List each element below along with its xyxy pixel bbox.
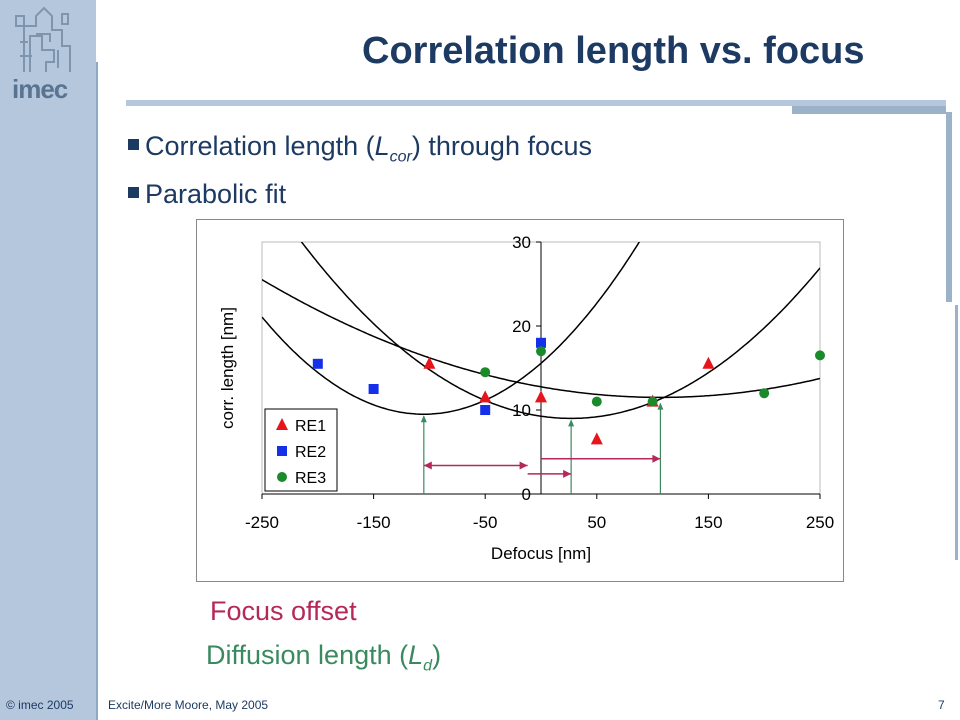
data-point-re2 <box>312 358 323 369</box>
x-axis-label: Defocus [nm] <box>491 544 591 563</box>
decor-bar-top-right <box>792 106 946 114</box>
offset-arrowhead <box>563 469 572 478</box>
x-tick-label: -150 <box>357 513 391 532</box>
title-underline <box>126 100 946 106</box>
footer-event: Excite/More Moore, May 2005 <box>108 698 269 712</box>
legend-marker-re3 <box>277 472 287 482</box>
data-point-re3 <box>759 388 770 399</box>
decor-line-right <box>955 305 958 560</box>
offset-arrowhead <box>519 461 528 470</box>
chart-axes: -250 -150 -50 50 150 250 0 10 20 30 Defocus [nm] co… <box>218 233 834 563</box>
fit-curve <box>300 242 820 420</box>
data-point-re3 <box>536 346 546 357</box>
data-point-re2 <box>536 337 546 348</box>
focus-marker-arrowhead <box>657 402 664 410</box>
bullet-square-icon <box>128 187 139 199</box>
decor-bar-right <box>946 112 952 302</box>
data-point-re3 <box>591 396 602 407</box>
x-tick-label: 50 <box>587 513 606 532</box>
bullet-text: Correlation length ( <box>145 131 375 161</box>
data-point-re1 <box>535 390 547 403</box>
fit-curve <box>262 278 820 399</box>
logo-text: imec <box>12 74 68 104</box>
legend-label: RE2 <box>295 444 326 461</box>
focus-marker-arrowhead <box>420 415 427 423</box>
y-axis-label: corr. length [nm] <box>218 307 237 429</box>
data-point-re3 <box>815 350 825 361</box>
focus-offset-label: Focus offset <box>210 596 357 626</box>
data-point-re2 <box>368 384 379 394</box>
y-tick-label: 30 <box>512 233 531 252</box>
chart-arrows <box>420 402 664 494</box>
data-point-re2 <box>480 405 491 415</box>
footer-page-number: 7 <box>938 698 945 712</box>
bullet-variable: L <box>374 131 390 161</box>
legend-marker-re2 <box>277 446 287 456</box>
diffusion-length-label: Diffusion length (Ld) <box>206 640 441 675</box>
diffusion-text-end: ) <box>432 640 442 670</box>
diffusion-text: Diffusion length ( <box>206 640 409 670</box>
x-tick-label: -50 <box>473 513 498 532</box>
chart-fit-curves <box>262 242 820 420</box>
bullet-item-parabolic: Parabolic fit <box>128 179 286 210</box>
chart-frame <box>196 219 844 582</box>
fit-curve <box>262 242 641 415</box>
data-point-re3 <box>480 367 491 378</box>
y-tick-label: 10 <box>512 401 531 420</box>
legend-marker-re1 <box>276 418 288 430</box>
diffusion-variable: L <box>408 640 424 670</box>
footer-copyright: © imec 2005 <box>6 698 74 712</box>
diffusion-subscript: d <box>423 657 433 675</box>
legend-label: RE1 <box>295 418 326 435</box>
bullet-subscript: cor <box>389 148 412 166</box>
data-point-re1 <box>702 356 715 369</box>
focus-marker-arrowhead <box>568 419 575 427</box>
y-tick-label: 20 <box>512 317 531 336</box>
data-point-re3 <box>647 396 658 407</box>
offset-arrowhead <box>423 461 432 470</box>
legend-label: RE3 <box>295 470 326 487</box>
bullet-item-correlation: Correlation length (Lcor) through focus <box>128 131 592 166</box>
data-point-re1 <box>423 356 436 369</box>
chart-legend: RE1 RE2 RE3 <box>264 408 338 492</box>
bullet-square-icon <box>128 139 139 151</box>
x-tick-label: 150 <box>694 513 722 532</box>
x-tick-label: 250 <box>806 513 834 532</box>
page-title: Correlation length vs. focus <box>362 30 865 72</box>
imec-logo-icon <box>15 6 71 72</box>
data-point-re1 <box>479 390 492 403</box>
sidebar-divider <box>96 62 98 720</box>
chart-points <box>312 337 825 445</box>
y-tick-label: 0 <box>522 485 531 504</box>
offset-arrowhead <box>652 454 661 463</box>
data-point-re1 <box>590 432 603 445</box>
bullet-text: Parabolic fit <box>145 179 287 209</box>
x-tick-label: -250 <box>245 513 279 532</box>
sidebar-panel <box>0 0 96 720</box>
bullet-text-end: ) through focus <box>411 131 592 161</box>
